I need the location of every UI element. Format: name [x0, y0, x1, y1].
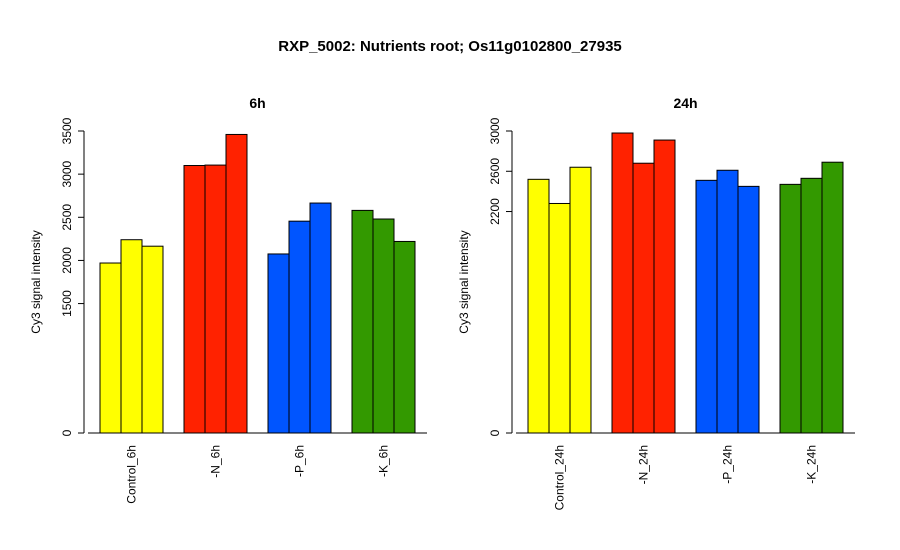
- chart-main-title: RXP_5002: Nutrients root; Os11g0102800_2…: [278, 38, 622, 55]
- bar: [141, 245, 164, 434]
- panel-title: 24h: [673, 95, 697, 111]
- bar: [569, 166, 592, 434]
- bar: [204, 164, 227, 434]
- bar: [737, 185, 760, 434]
- x-category-label: Control_24h: [553, 445, 567, 510]
- bar: [372, 218, 395, 434]
- y-tick-label: 3500: [60, 117, 74, 144]
- bar: [288, 220, 311, 434]
- bar: [183, 165, 206, 434]
- y-axis-label: Cy3 signal intensity: [457, 230, 471, 333]
- x-category-label: -N_24h: [637, 445, 651, 484]
- x-category-label: -K_24h: [805, 445, 819, 484]
- bar: [800, 177, 823, 434]
- y-tick-label: 0: [60, 429, 74, 436]
- bar: [653, 139, 676, 434]
- y-tick-label: 2200: [488, 198, 502, 225]
- x-category-label: -P_24h: [721, 445, 735, 484]
- bar: [548, 202, 571, 434]
- y-axis-label: Cy3 signal intensity: [29, 230, 43, 333]
- bar: [779, 183, 802, 434]
- panel-title: 6h: [249, 95, 265, 111]
- y-tick-label: 2000: [60, 247, 74, 274]
- bar: [267, 253, 290, 434]
- x-category-label: Control_6h: [125, 445, 139, 504]
- bar: [527, 178, 550, 434]
- bar: [716, 169, 739, 434]
- y-tick-label: 0: [488, 429, 502, 436]
- y-tick-label: 3000: [60, 160, 74, 187]
- bar: [99, 262, 122, 434]
- bar: [120, 239, 143, 434]
- y-tick-label: 1500: [60, 290, 74, 317]
- y-tick-label: 2500: [60, 204, 74, 231]
- y-tick-label: 2600: [488, 158, 502, 185]
- bar: [393, 240, 416, 434]
- bar: [351, 209, 374, 434]
- bar: [611, 132, 634, 434]
- bar: [821, 161, 844, 434]
- x-category-label: -N_6h: [209, 445, 223, 478]
- bar: [309, 202, 332, 434]
- bar: [695, 179, 718, 434]
- x-category-label: -K_6h: [377, 445, 391, 477]
- bar: [225, 133, 248, 434]
- bar: [632, 162, 655, 434]
- y-tick-label: 3000: [488, 117, 502, 144]
- x-category-label: -P_6h: [293, 445, 307, 477]
